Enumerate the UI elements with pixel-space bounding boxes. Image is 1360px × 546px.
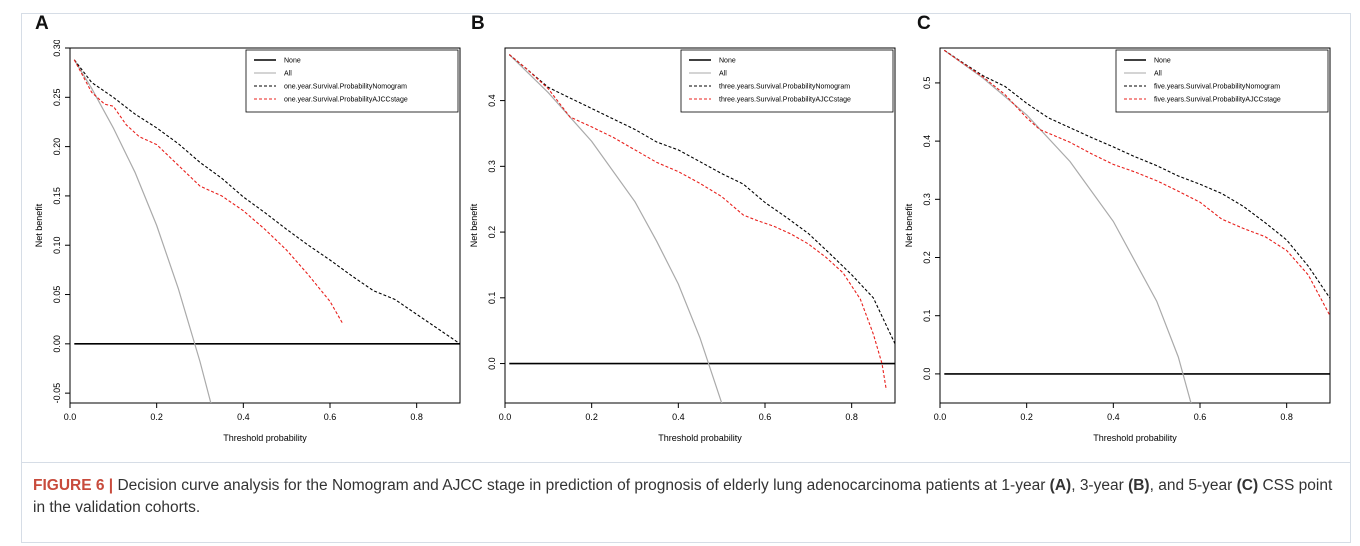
y-tick-label: 0.2 (487, 226, 497, 239)
x-axis-label: Threshold probability (658, 433, 742, 443)
caption-ref-c: (C) (1236, 477, 1259, 494)
caption-divider (21, 462, 1351, 463)
y-tick-label: 0.05 (52, 286, 62, 304)
legend-label: All (1154, 71, 1162, 78)
legend-box (680, 49, 894, 113)
y-tick-label: 0.2 (922, 251, 932, 264)
y-tick-label: 0.0 (487, 357, 497, 370)
figure-caption: FIGURE 6 | Decision curve analysis for t… (33, 475, 1333, 519)
y-tick-label: 0.3 (487, 160, 497, 173)
series-line-1 (943, 49, 1192, 403)
series-line-1 (73, 59, 212, 403)
caption-text-3: , and 5-year (1149, 477, 1237, 494)
y-tick-label: 0.00 (52, 335, 62, 353)
x-tick-label: 0.6 (759, 412, 772, 422)
caption-text-4: CSS point in the validation cohorts. (33, 477, 1333, 516)
x-tick-label: 0.2 (585, 412, 598, 422)
plot-border (504, 47, 896, 404)
y-tick-label: 0.5 (922, 77, 932, 90)
plot-border (69, 47, 461, 404)
legend-label: five.years.Survival.ProbabilityAJCCstage (1154, 97, 1281, 104)
legend-label: three.years.Survival.ProbabilityAJCCstag… (719, 97, 851, 104)
x-tick-label: 0.8 (1280, 412, 1293, 422)
y-axis-label: Net benefit (904, 203, 914, 247)
legend-label: All (284, 71, 292, 78)
y-tick-label: 0.25 (52, 89, 62, 107)
x-tick-label: 0.2 (150, 412, 163, 422)
y-tick-label: 0.4 (922, 135, 932, 148)
x-tick-label: 0.4 (237, 412, 250, 422)
y-tick-label: 0.3 (922, 193, 932, 206)
series-line-2 (508, 54, 895, 345)
x-axis-label: Threshold probability (223, 433, 307, 443)
y-axis-label: Net benefit (469, 203, 479, 247)
series-line-3 (943, 49, 1330, 316)
legend-label: one.year.Survival.ProbabilityAJCCstage (284, 97, 408, 104)
x-tick-label: 0.0 (499, 412, 512, 422)
legend-label: three.years.Survival.ProbabilityNomogram (719, 84, 850, 91)
legend-label: None (1154, 58, 1171, 65)
series-line-1 (508, 54, 723, 403)
series-line-2 (73, 59, 460, 345)
series-line-2 (943, 49, 1330, 299)
x-tick-label: 0.8 (410, 412, 423, 422)
x-tick-label: 0.0 (934, 412, 947, 422)
legend-box (1115, 49, 1329, 113)
x-tick-label: 0.6 (324, 412, 337, 422)
legend-label: None (284, 58, 301, 65)
panel-letter-a: A (35, 13, 49, 34)
y-tick-label: -0.05 (52, 383, 62, 404)
panel-letter-b: B (471, 13, 485, 34)
x-tick-label: 0.4 (1107, 412, 1120, 422)
legend-label: five.years.Survival.ProbabilityNomogram (1154, 84, 1280, 91)
panel-letter-c: C (917, 13, 931, 34)
chart-panel-c: 0.0 0.2 0.4 0.6 0.8 0.0 0.1 0.2 0.3 0.4 0.5 Thresho… (904, 47, 1331, 443)
x-tick-label: 0.4 (672, 412, 685, 422)
chart-panel-b: 0.0 0.2 0.4 0.6 0.8 0.0 0.1 0.2 0.3 0.4 Threshold … (469, 47, 896, 443)
x-tick-label: 0.8 (845, 412, 858, 422)
legend-box (245, 49, 459, 113)
series-line-3 (73, 59, 344, 325)
legend-label: None (719, 58, 736, 65)
x-tick-label: 0.0 (64, 412, 77, 422)
caption-figure-label: FIGURE 6 | (33, 477, 114, 494)
caption-text-2: , 3-year (1071, 477, 1129, 494)
x-tick-label: 0.2 (1020, 412, 1033, 422)
caption-ref-a: (A) (1049, 477, 1072, 494)
y-tick-label: 0.1 (922, 309, 932, 322)
y-tick-label: 0.4 (487, 94, 497, 107)
y-tick-label: 0.20 (52, 138, 62, 156)
chart-panel-a: 0.0 0.2 0.4 0.6 0.8 -0.05 0.00 0.05 0.10 0.15 0.20… (34, 40, 461, 443)
y-tick-label: 0.0 (922, 368, 932, 381)
plot-border (939, 47, 1331, 404)
y-tick-label: 0.30 (52, 40, 62, 57)
legend-label: All (719, 71, 727, 78)
caption-ref-b: (B) (1128, 477, 1150, 494)
legend-label: one.year.Survival.ProbabilityNomogram (284, 84, 407, 91)
caption-text-1: Decision curve analysis for the Nomogram… (113, 477, 1050, 494)
y-tick-label: 0.1 (487, 292, 497, 305)
y-tick-label: 0.10 (52, 236, 62, 254)
y-tick-label: 0.15 (52, 187, 62, 205)
x-axis-label: Threshold probability (1093, 433, 1177, 443)
x-tick-label: 0.6 (1194, 412, 1207, 422)
y-axis-label: Net benefit (34, 203, 44, 247)
